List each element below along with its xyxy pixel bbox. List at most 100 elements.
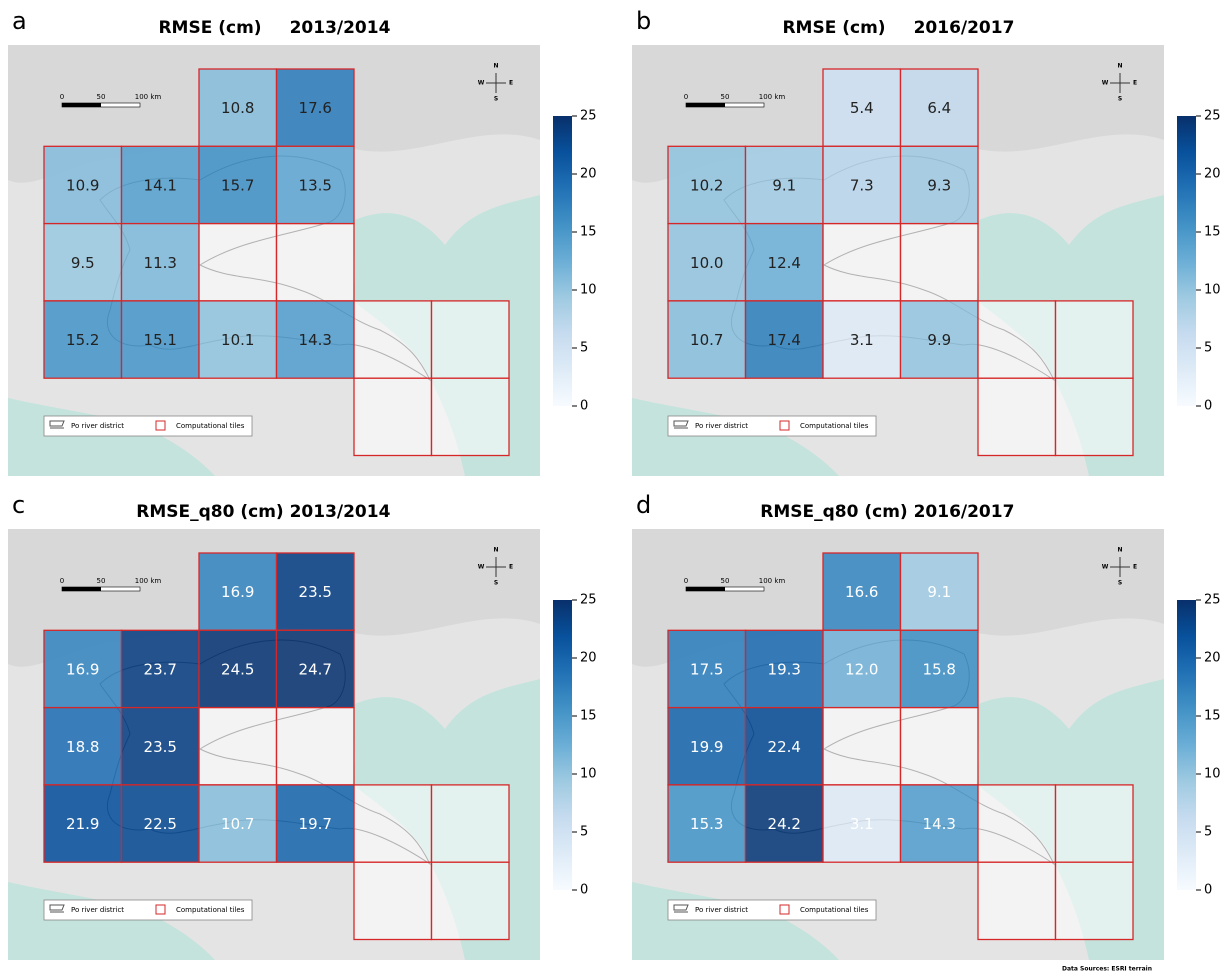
tile-label: 19.9 xyxy=(690,738,723,756)
legend-label: Po river district xyxy=(71,422,124,430)
colorbar-label: 5 xyxy=(1204,825,1212,840)
compass-label: E xyxy=(509,80,513,87)
tile-label: 21.9 xyxy=(66,815,99,833)
colorbar-label: 25 xyxy=(1204,593,1221,608)
tile-label: 3.1 xyxy=(850,815,874,833)
scale-bar-fill xyxy=(686,103,725,107)
tile-label: 9.5 xyxy=(71,254,95,272)
tile xyxy=(1056,862,1134,939)
tile xyxy=(978,785,1056,862)
legend-label: Computational tiles xyxy=(176,422,245,430)
colorbar-label: 25 xyxy=(1204,109,1221,124)
tile-label: 6.4 xyxy=(927,99,951,117)
colorbar xyxy=(1177,116,1196,406)
colorbar-label: 5 xyxy=(1204,341,1212,356)
tile-label: 17.6 xyxy=(299,99,332,117)
tile xyxy=(823,708,901,785)
tile xyxy=(432,378,510,455)
colorbar-label: 5 xyxy=(580,825,588,840)
tile-label: 14.3 xyxy=(923,815,956,833)
tile-label: 10.1 xyxy=(221,331,254,349)
compass-label: E xyxy=(1133,80,1137,87)
figure: aRMSE (cm)2013/2014050100 kmNWES10.817.6… xyxy=(0,0,1228,976)
legend-label: Po river district xyxy=(71,906,124,914)
panel-letter: b xyxy=(636,7,651,35)
tile-label: 23.7 xyxy=(144,660,177,678)
colorbar-label: 20 xyxy=(580,651,597,666)
tile-label: 24.7 xyxy=(299,660,332,678)
compass-label: W xyxy=(478,564,485,571)
colorbar-label: 15 xyxy=(580,709,597,724)
tile-label: 22.5 xyxy=(144,815,177,833)
scale-label: 50 xyxy=(97,577,106,585)
colorbar-label: 0 xyxy=(1204,399,1212,414)
legend-label: Computational tiles xyxy=(176,906,245,914)
scale-label: 100 km xyxy=(759,93,786,101)
tile-label: 7.3 xyxy=(850,176,874,194)
panel-period: 2013/2014 xyxy=(290,502,391,522)
tile-label: 10.0 xyxy=(690,254,723,272)
tile xyxy=(901,224,979,301)
panel-letter: a xyxy=(12,7,27,35)
panel: aRMSE (cm)2013/2014050100 kmNWES10.817.6… xyxy=(8,7,597,476)
tile-label: 10.8 xyxy=(221,99,254,117)
colorbar xyxy=(553,116,572,406)
colorbar-label: 0 xyxy=(580,883,588,898)
compass-label: W xyxy=(478,80,485,87)
tile-label: 10.9 xyxy=(66,176,99,194)
scale-label: 0 xyxy=(60,93,64,101)
panel-metric: RMSE (cm) xyxy=(158,18,261,38)
scale-label: 0 xyxy=(684,577,688,585)
scale-label: 100 km xyxy=(135,577,162,585)
compass-label: E xyxy=(509,564,513,571)
compass-label: N xyxy=(493,63,498,70)
tile xyxy=(1056,785,1134,862)
colorbar xyxy=(1177,600,1196,890)
tile xyxy=(354,785,432,862)
colorbar-label: 25 xyxy=(580,593,597,608)
colorbar-label: 20 xyxy=(1204,167,1221,182)
tile xyxy=(1056,301,1134,378)
tile-label: 16.9 xyxy=(66,660,99,678)
panel-period: 2016/2017 xyxy=(914,18,1015,38)
panel-period: 2016/2017 xyxy=(914,502,1015,522)
scale-label: 100 km xyxy=(759,577,786,585)
tile-label: 15.8 xyxy=(923,660,956,678)
colorbar-label: 0 xyxy=(1204,883,1212,898)
tile xyxy=(978,301,1056,378)
tile-label: 3.1 xyxy=(850,331,874,349)
scale-label: 100 km xyxy=(135,93,162,101)
scale-label: 50 xyxy=(721,93,730,101)
colorbar-label: 15 xyxy=(1204,225,1221,240)
tile-label: 22.4 xyxy=(768,738,801,756)
tile-label: 9.9 xyxy=(927,331,951,349)
tile-label: 23.5 xyxy=(299,583,332,601)
panel: bRMSE (cm)2016/2017050100 kmNWES5.46.410… xyxy=(632,7,1221,476)
tile-label: 14.1 xyxy=(144,176,177,194)
scale-label: 0 xyxy=(684,93,688,101)
panel-metric: RMSE (cm) xyxy=(782,18,885,38)
colorbar-label: 10 xyxy=(580,767,597,782)
tile xyxy=(354,301,432,378)
tile xyxy=(277,708,355,785)
tile-label: 24.5 xyxy=(221,660,254,678)
tile xyxy=(432,862,510,939)
tile-label: 10.7 xyxy=(221,815,254,833)
tile-label: 16.6 xyxy=(845,583,878,601)
colorbar-label: 0 xyxy=(580,399,588,414)
tile-label: 9.1 xyxy=(927,583,951,601)
tile-label: 24.2 xyxy=(768,815,801,833)
tile xyxy=(432,785,510,862)
legend-label: Po river district xyxy=(695,422,748,430)
tile-label: 14.3 xyxy=(299,331,332,349)
tile-label: 16.9 xyxy=(221,583,254,601)
colorbar xyxy=(553,600,572,890)
legend-label: Computational tiles xyxy=(800,906,869,914)
colorbar-label: 10 xyxy=(1204,283,1221,298)
tile xyxy=(277,224,355,301)
tile xyxy=(354,862,432,939)
tile-label: 13.5 xyxy=(299,176,332,194)
compass-label: W xyxy=(1102,80,1109,87)
